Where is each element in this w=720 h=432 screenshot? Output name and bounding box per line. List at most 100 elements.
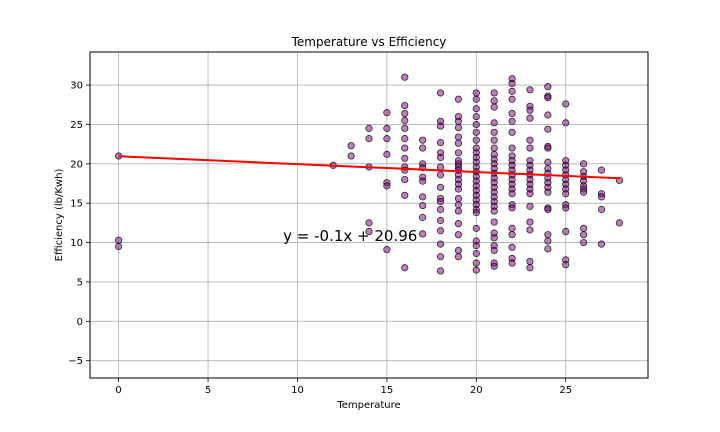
data-point — [347, 152, 355, 160]
chart-title: Temperature vs Efficiency — [291, 35, 447, 49]
data-point — [490, 136, 498, 144]
data-point — [562, 261, 570, 269]
y-axis-label: Efficiency (lb/Kwh) — [54, 169, 65, 262]
data-point — [615, 219, 623, 227]
data-point — [580, 238, 588, 247]
data-point — [490, 144, 498, 152]
data-point — [401, 191, 409, 199]
y-tick-label: 15 — [70, 199, 83, 210]
data-point — [597, 166, 606, 174]
data-point — [526, 106, 534, 114]
data-point — [401, 144, 409, 152]
data-point — [454, 253, 463, 261]
data-point — [508, 259, 516, 267]
data-point — [436, 153, 445, 162]
data-point — [419, 213, 427, 221]
data-point — [436, 183, 445, 192]
data-point — [472, 266, 480, 274]
data-point — [401, 73, 409, 81]
data-point — [436, 267, 445, 275]
data-point — [472, 128, 480, 136]
data-point — [454, 95, 463, 103]
y-tick-label: 0 — [77, 317, 83, 328]
data-point — [490, 218, 498, 226]
data-point — [436, 163, 445, 171]
data-point — [115, 236, 123, 244]
data-point — [526, 257, 534, 266]
data-point — [436, 122, 445, 130]
data-point — [436, 216, 445, 225]
data-point — [419, 193, 427, 201]
data-point — [526, 136, 534, 144]
data-point — [472, 259, 480, 267]
data-point — [436, 198, 445, 206]
data-point — [436, 205, 445, 214]
data-point — [508, 243, 516, 251]
data-point — [597, 240, 606, 248]
data-point — [544, 158, 552, 166]
data-point — [580, 224, 588, 232]
data-point — [419, 177, 427, 185]
x-axis-label: Temperature — [336, 400, 400, 411]
data-point — [472, 224, 480, 232]
data-point — [562, 100, 570, 108]
data-point — [347, 142, 355, 150]
data-point — [401, 264, 409, 272]
data-point — [490, 97, 498, 105]
data-point — [472, 112, 480, 121]
data-point — [544, 237, 552, 245]
data-point — [508, 144, 516, 152]
data-point — [365, 227, 373, 236]
data-point — [508, 204, 516, 212]
data-point — [383, 182, 391, 190]
data-point — [508, 190, 516, 198]
data-point — [436, 240, 445, 248]
data-point — [580, 231, 588, 239]
data-point — [544, 231, 552, 239]
y-tick-label: 20 — [70, 159, 83, 170]
data-point — [562, 119, 570, 127]
data-point — [401, 154, 409, 162]
data-point — [526, 114, 534, 122]
data-point — [490, 234, 498, 242]
x-tick-label: 0 — [115, 385, 121, 396]
data-point — [544, 125, 552, 133]
plot-area-frame — [89, 51, 649, 379]
data-point — [526, 218, 534, 226]
data-point — [526, 226, 534, 234]
data-point — [383, 135, 391, 143]
data-point — [508, 87, 516, 95]
data-point — [419, 144, 427, 152]
data-point — [544, 205, 552, 214]
data-point — [436, 89, 445, 97]
y-tick-label: 25 — [70, 120, 83, 131]
data-point — [454, 149, 463, 157]
data-point — [544, 83, 552, 91]
data-point — [544, 144, 552, 152]
data-point — [490, 207, 498, 215]
data-point — [454, 117, 463, 125]
data-point — [383, 124, 391, 132]
y-tick-label: 5 — [77, 277, 83, 288]
data-point — [544, 245, 552, 253]
data-point — [544, 188, 552, 196]
data-point — [490, 262, 498, 270]
x-tick-label: 10 — [291, 385, 304, 396]
data-point — [436, 253, 445, 261]
regression-equation-annotation: y = -0.1x + 20.96 — [283, 227, 417, 245]
data-point — [597, 193, 606, 201]
data-point — [490, 119, 498, 127]
regression-line-group — [118, 155, 620, 180]
data-point — [526, 144, 534, 152]
x-tick-label: 25 — [559, 385, 572, 396]
data-point — [454, 246, 463, 255]
x-tick-label: 5 — [205, 385, 211, 396]
data-point — [472, 120, 480, 129]
data-point — [401, 101, 409, 110]
data-point — [401, 175, 409, 184]
y-tick-label: 30 — [70, 81, 83, 92]
data-point — [401, 124, 409, 132]
data-point — [526, 264, 534, 272]
data-point — [401, 135, 409, 143]
data-point — [562, 227, 570, 236]
